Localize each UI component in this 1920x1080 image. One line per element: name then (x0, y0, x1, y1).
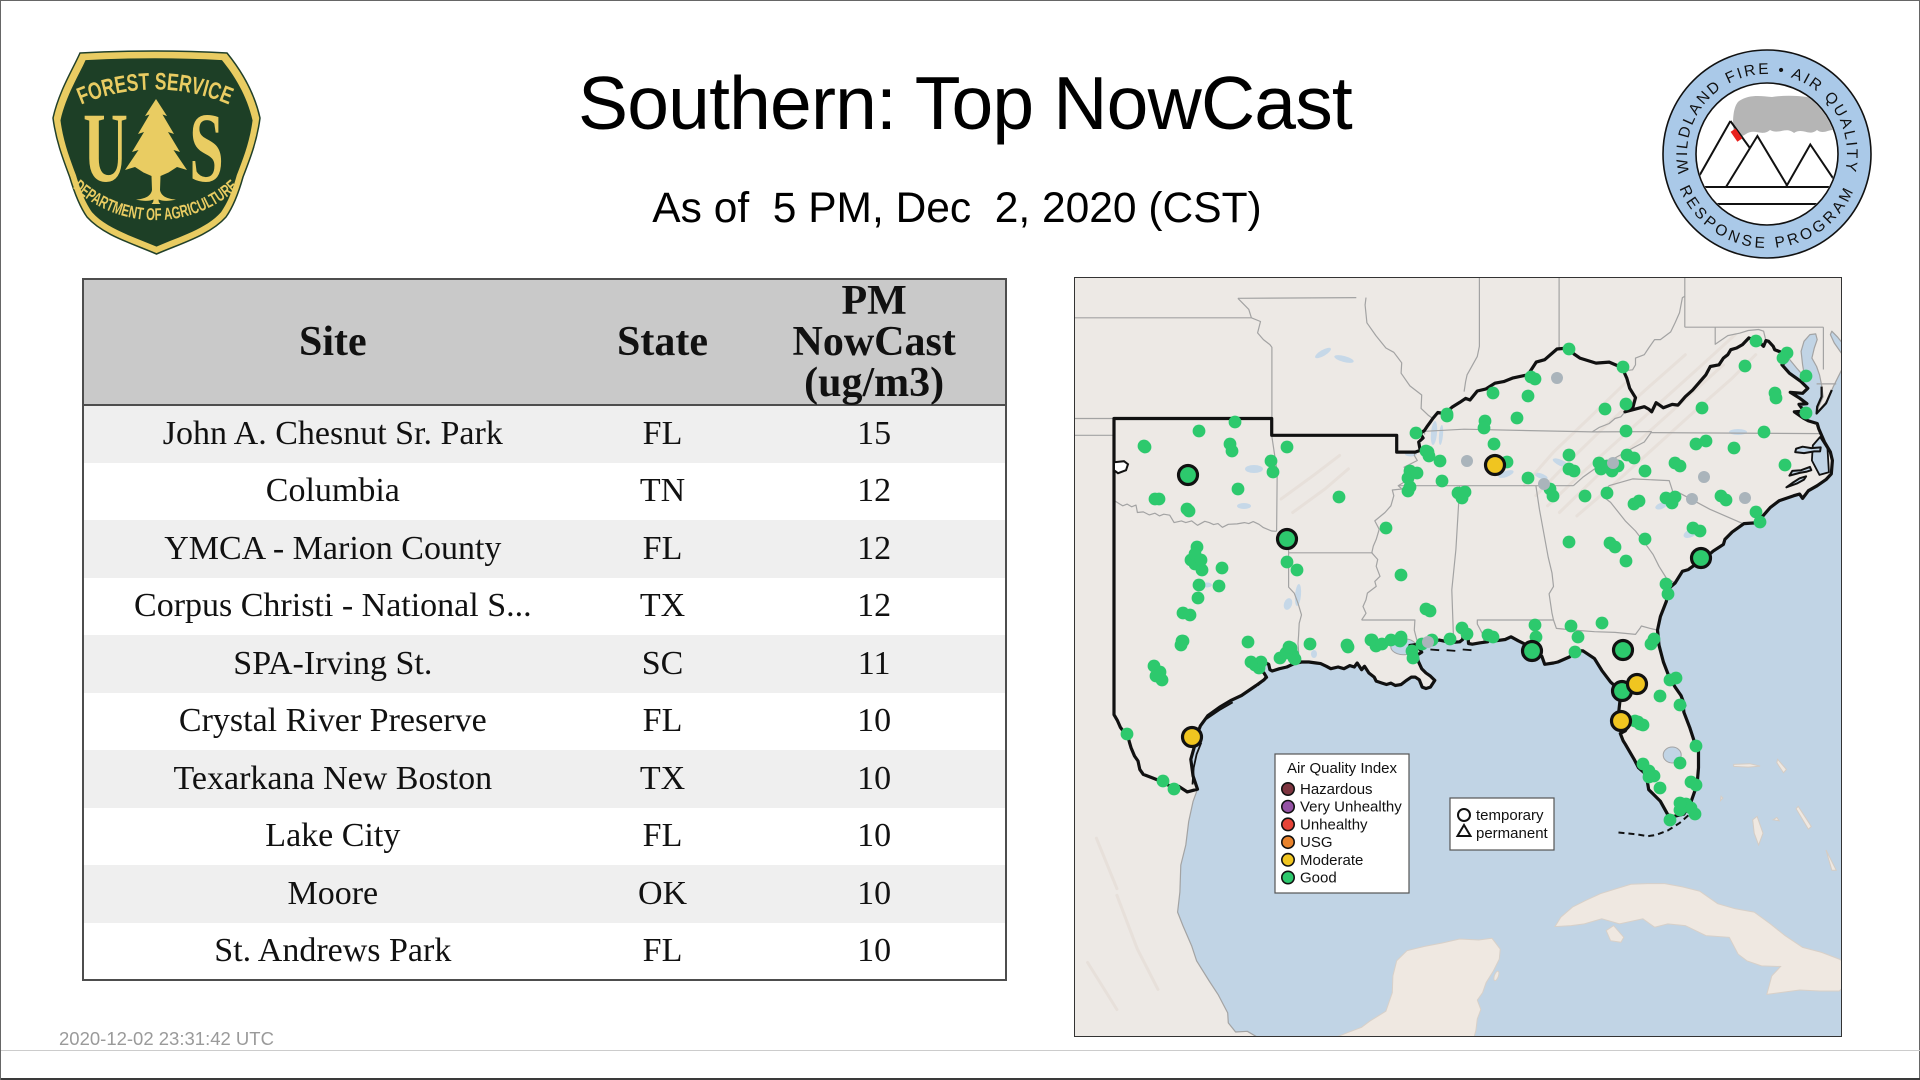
svg-text:Air Quality Index: Air Quality Index (1287, 760, 1398, 777)
svg-text:U: U (83, 92, 128, 203)
svg-text:Hazardous: Hazardous (1300, 781, 1373, 798)
svg-text:Unhealthy: Unhealthy (1300, 816, 1368, 833)
svg-text:S: S (189, 92, 223, 203)
svg-text:Very Unhealthy: Very Unhealthy (1300, 799, 1402, 816)
svg-text:Good: Good (1300, 870, 1337, 887)
svg-text:temporary: temporary (1476, 807, 1544, 824)
svg-text:USG: USG (1300, 834, 1333, 851)
svg-text:permanent: permanent (1476, 825, 1549, 842)
svg-text:Moderate: Moderate (1300, 852, 1363, 869)
